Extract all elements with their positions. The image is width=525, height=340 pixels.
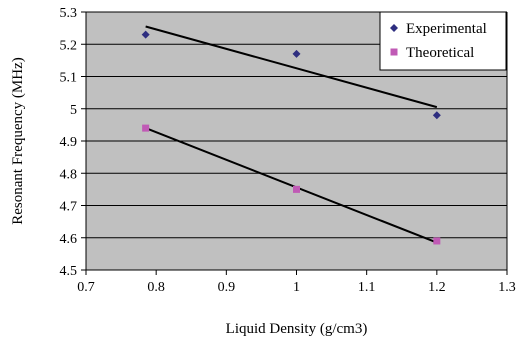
x-tick-label: 1.3 — [498, 280, 516, 295]
y-tick-label: 5.1 — [60, 71, 78, 86]
data-point — [292, 49, 301, 58]
data-point — [433, 237, 441, 245]
y-axis-title: Resonant Frequency (MHz) — [10, 57, 26, 224]
trendline — [145, 127, 438, 244]
y-tick-label: 5.2 — [60, 38, 78, 53]
y-tick-label: 4.8 — [60, 167, 78, 182]
y-tick-label: 5.3 — [60, 6, 78, 21]
legend: Experimental Theoretical — [379, 11, 507, 71]
x-tick-label: 0.9 — [218, 280, 236, 295]
y-tick-label: 4.7 — [60, 200, 78, 215]
x-tick-label: 0.7 — [77, 280, 95, 295]
y-tick-labels: 4.5 4.6 4.7 4.8 4.9 5 5.1 5.2 5.3 — [60, 6, 86, 279]
y-tick-label: 5 — [70, 103, 77, 118]
legend-marker — [390, 48, 398, 56]
x-axis-title: Liquid Density (g/cm3) — [226, 321, 368, 337]
legend-marker — [390, 24, 398, 32]
y-tick-label: 4.6 — [60, 232, 78, 247]
x-tick-label: 1.2 — [428, 280, 446, 295]
data-point — [293, 185, 300, 193]
gridlines — [86, 11, 508, 271]
trendline — [145, 25, 438, 109]
data-points — [141, 30, 441, 245]
y-tick-label: 4.5 — [60, 264, 78, 279]
y-tick-label: 4.9 — [60, 135, 78, 150]
legend-label: Theoretical — [406, 45, 474, 61]
legend-box — [379, 11, 507, 71]
data-point — [432, 111, 441, 120]
data-point — [141, 30, 150, 39]
trendlines — [145, 25, 438, 244]
data-point — [142, 124, 150, 132]
x-tick-labels: 0.7 0.8 0.9 1 1.1 1.2 1.3 — [77, 270, 516, 295]
x-tick-label: 1 — [293, 280, 300, 295]
x-tick-label: 1.1 — [358, 280, 376, 295]
x-tick-label: 0.8 — [147, 280, 165, 295]
legend-label: Experimental — [406, 21, 487, 37]
